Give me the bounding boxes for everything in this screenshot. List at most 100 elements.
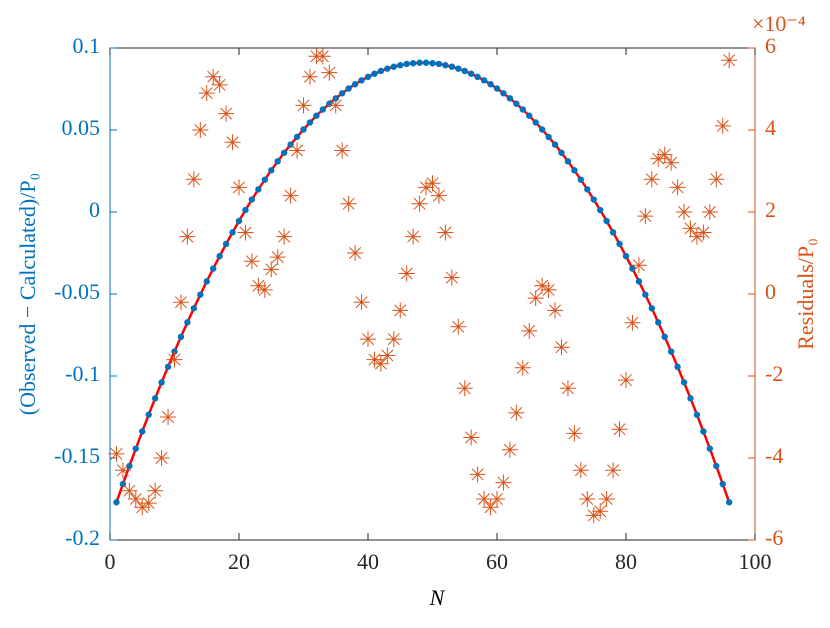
residual-marker xyxy=(559,380,576,397)
data-point xyxy=(603,217,610,225)
residual-marker xyxy=(605,462,622,479)
data-point xyxy=(693,411,701,418)
residual-marker xyxy=(327,97,344,114)
residual-marker xyxy=(114,462,131,479)
residual-marker xyxy=(243,253,260,270)
data-point xyxy=(532,119,539,126)
residual-marker xyxy=(237,224,254,241)
data-point xyxy=(622,252,630,260)
residual-marker xyxy=(572,462,589,479)
data-point xyxy=(171,348,178,355)
data-point xyxy=(487,81,494,88)
residual-marker xyxy=(134,499,151,516)
residual-marker xyxy=(430,187,447,204)
data-point xyxy=(229,229,236,236)
data-point xyxy=(216,252,223,260)
residual-marker xyxy=(160,409,177,425)
residual-marker xyxy=(340,195,357,212)
data-point xyxy=(706,445,714,452)
data-point xyxy=(306,119,314,126)
residual-marker xyxy=(205,68,222,85)
data-point xyxy=(210,265,217,272)
residual-marker xyxy=(669,179,686,196)
data-point xyxy=(280,149,288,156)
data-point xyxy=(274,158,281,165)
y-axis-label: (Observed − Calculated)/P₀ xyxy=(15,173,40,415)
x-tick-label: 40 xyxy=(357,549,379,574)
data-point xyxy=(674,363,681,371)
y2-tick-label: -2 xyxy=(765,361,783,386)
residual-marker xyxy=(566,425,583,442)
y-tick-label: -0.15 xyxy=(54,443,100,468)
data-point xyxy=(577,176,585,183)
data-point xyxy=(300,126,307,133)
data-point xyxy=(339,90,346,97)
data-point xyxy=(248,196,256,203)
residual-marker xyxy=(147,482,164,499)
residual-marker xyxy=(676,204,693,220)
residual-marker xyxy=(179,228,196,245)
data-point xyxy=(713,462,720,470)
residual-marker xyxy=(211,76,228,93)
residual-marker xyxy=(721,52,738,69)
residual-marker xyxy=(172,294,189,311)
residual-marker xyxy=(334,142,351,159)
y2-tick-label: 0 xyxy=(765,279,776,304)
residual-marker xyxy=(534,277,551,294)
x-tick-label: 60 xyxy=(486,549,508,574)
residual-marker xyxy=(379,347,396,364)
residual-marker xyxy=(231,179,247,196)
data-point xyxy=(113,499,120,506)
residual-marker xyxy=(656,146,673,163)
residual-marker xyxy=(443,269,460,286)
residual-marker xyxy=(630,257,647,274)
data-point xyxy=(545,133,552,141)
data-point xyxy=(629,265,636,272)
residual-marker xyxy=(553,339,570,356)
residual-marker xyxy=(456,380,473,397)
residual-marker xyxy=(424,175,441,192)
data-point xyxy=(139,428,146,435)
residual-marker xyxy=(250,277,267,294)
residual-marker xyxy=(701,204,718,220)
residual-marker xyxy=(418,179,435,196)
residual-marker xyxy=(185,171,202,188)
data-point xyxy=(590,196,597,203)
y2-axis-label: Residuals/P₀ xyxy=(793,238,818,350)
data-point xyxy=(506,95,514,102)
data-point xyxy=(661,333,668,341)
data-point xyxy=(435,60,443,68)
residual-marker xyxy=(321,64,338,81)
residual-marker xyxy=(682,220,699,237)
residual-marker xyxy=(624,314,641,331)
residual-marker xyxy=(547,302,564,319)
data-point xyxy=(293,133,301,141)
residual-marker xyxy=(489,491,505,507)
data-point xyxy=(513,100,520,107)
residual-marker xyxy=(127,491,144,507)
y-tick-label: -0.05 xyxy=(54,279,100,304)
residual-marker xyxy=(585,507,602,524)
data-point xyxy=(526,112,533,119)
data-point xyxy=(429,60,436,67)
residual-marker xyxy=(463,429,480,446)
residual-marker xyxy=(708,171,725,188)
residual-marker xyxy=(398,265,415,282)
residual-marker xyxy=(153,450,170,466)
data-point xyxy=(364,73,372,81)
residual-marker xyxy=(411,195,428,212)
residual-marker xyxy=(347,245,364,261)
residual-marker xyxy=(360,331,376,348)
residual-marker xyxy=(650,150,667,167)
residual-marker xyxy=(392,302,409,319)
data-point xyxy=(255,186,262,193)
data-point xyxy=(164,363,172,371)
residual-marker xyxy=(611,421,628,438)
residual-marker xyxy=(598,491,615,507)
data-point xyxy=(384,65,391,72)
residual-marker xyxy=(527,290,544,307)
data-point xyxy=(416,59,423,66)
data-point xyxy=(184,319,191,326)
residual-marker xyxy=(643,171,660,188)
data-point xyxy=(442,62,449,69)
